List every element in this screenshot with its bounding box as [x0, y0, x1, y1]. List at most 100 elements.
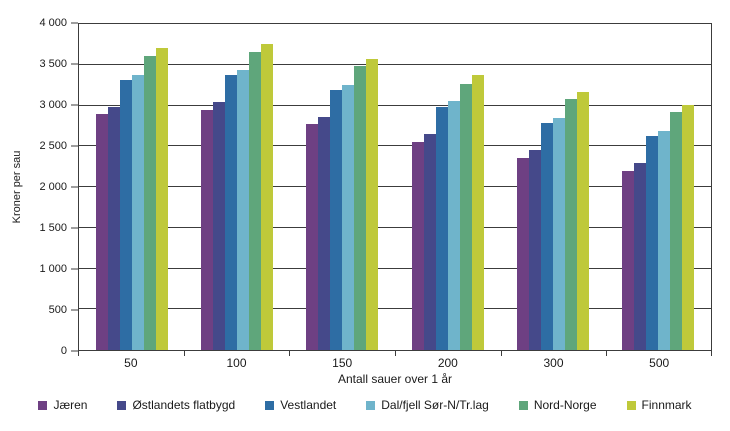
x-category-label-500: 500	[649, 356, 670, 370]
legend-item-finnmark: Finnmark	[626, 398, 692, 412]
y-axis-labels: 0 500 1 000 1 500 2 000 2 500 3 000 3 500 4 000	[0, 17, 67, 357]
bar-finnmark-100	[260, 44, 273, 350]
legend-label: Nord-Norge	[533, 398, 597, 412]
bar-group-150	[290, 24, 395, 350]
y-tick-label-0: 0	[60, 345, 67, 357]
bar-nord-norge-100	[248, 51, 261, 350]
y-tick-mark-7	[71, 63, 78, 65]
x-tick-mark-0	[78, 351, 79, 356]
x-tick-mark-4	[500, 351, 502, 356]
x-axis-ticks	[78, 351, 712, 356]
gridline-2000	[79, 186, 711, 187]
y-tick-mark-4	[71, 186, 78, 188]
legend-label: Jæren	[53, 398, 88, 412]
bar--stlandets-flatbygd-150	[318, 116, 331, 350]
legend-item-vestlandet: Vestlandet	[265, 398, 336, 412]
legend-item-j-ren: Jæren	[38, 398, 87, 412]
bar-group-100	[184, 24, 289, 350]
bar-j-ren-50	[95, 114, 108, 350]
bar-vestlandet-300	[540, 123, 553, 350]
bar--stlandets-flatbygd-100	[212, 102, 225, 350]
gridline-3000	[79, 104, 711, 106]
y-tick-mark-5	[71, 145, 78, 147]
legend-label: Vestlandet	[280, 398, 337, 412]
gridline-2500	[79, 145, 711, 147]
y-tick-label-5: 2 500	[39, 140, 67, 152]
y-tick-mark-6	[71, 104, 78, 106]
y-axis-ticks	[71, 22, 78, 352]
bar-vestlandet-50	[119, 80, 132, 350]
x-axis-labels: 50 100 150 200 300 500	[78, 356, 712, 370]
legend-swatch	[518, 400, 528, 410]
bar--stlandets-flatbygd-50	[107, 107, 120, 350]
y-tick-label-4: 2 000	[39, 181, 67, 193]
bar-nord-norge-200	[459, 83, 472, 350]
legend-item-dal-fjell-s-r-n-tr-lag: Dal/fjell Sør-N/Tr.lag	[366, 398, 489, 412]
bar-group-50	[79, 24, 184, 350]
bar-finnmark-200	[471, 75, 484, 350]
y-tick-label-6: 3 000	[39, 99, 67, 111]
bar-finnmark-50	[155, 48, 168, 350]
bar-nord-norge-50	[143, 55, 156, 350]
y-tick-label-7: 3 500	[39, 58, 67, 70]
bar-groups	[79, 24, 711, 350]
y-tick-label-1: 500	[48, 304, 67, 316]
y-tick-mark-2	[71, 268, 78, 270]
bar-j-ren-150	[306, 124, 319, 350]
x-tick-mark-2	[289, 351, 291, 356]
bar-group-500	[606, 24, 711, 350]
legend-label: Dal/fjell Sør-N/Tr.lag	[381, 398, 489, 412]
legend-swatch	[265, 400, 275, 410]
y-tick-mark-3	[71, 227, 78, 229]
bar-nord-norge-150	[354, 66, 367, 350]
legend-swatch	[626, 400, 636, 410]
bar--stlandets-flatbygd-200	[423, 134, 436, 350]
bar-finnmark-300	[576, 91, 589, 350]
x-tick-mark-6	[711, 351, 712, 356]
x-axis-title: Antall sauer over 1 år	[337, 372, 453, 386]
bar--stlandets-flatbygd-300	[528, 149, 541, 350]
x-category-label-200: 200	[437, 356, 458, 370]
y-tick-mark-1	[71, 309, 78, 311]
bar-vestlandet-200	[435, 107, 448, 350]
bar-j-ren-500	[622, 170, 635, 350]
bar-nord-norge-300	[564, 98, 577, 350]
bar-finnmark-150	[366, 59, 379, 350]
bar-finnmark-500	[682, 104, 695, 350]
bar-vestlandet-500	[646, 136, 659, 350]
bar-j-ren-200	[411, 142, 424, 350]
bar--stlandets-flatbygd-500	[634, 163, 647, 350]
bar-group-300	[500, 24, 605, 350]
y-tick-label-3: 1 500	[39, 222, 67, 234]
x-category-label-100: 100	[226, 356, 247, 370]
y-tick-label-8: 4 000	[39, 17, 67, 29]
bar-dal-fjell-s-r-n-tr-lag-300	[552, 117, 565, 350]
x-category-label-50: 50	[124, 356, 138, 370]
bar-group-200	[395, 24, 500, 350]
y-tick-mark-8	[71, 22, 78, 24]
y-tick-mark-0	[71, 350, 78, 352]
legend-swatch	[366, 400, 376, 410]
plot-area	[78, 23, 712, 351]
bar-dal-fjell-s-r-n-tr-lag-50	[131, 74, 144, 350]
x-category-label-150: 150	[332, 356, 353, 370]
legend-item--stlandets-flatbygd: Østlandets flatbygd	[117, 398, 235, 412]
gridline-1500	[79, 226, 711, 228]
legend-item-nord-norge: Nord-Norge	[518, 398, 597, 412]
x-tick-mark-3	[395, 351, 396, 356]
legend-swatch	[38, 400, 48, 410]
x-tick-mark-5	[606, 351, 608, 356]
x-tick-mark-1	[183, 351, 185, 356]
gridline-3500	[79, 63, 711, 65]
bar-vestlandet-100	[224, 75, 237, 350]
y-tick-label-2: 1 000	[39, 263, 67, 275]
bar-vestlandet-150	[330, 90, 343, 350]
bar-j-ren-100	[200, 109, 213, 350]
legend-swatch	[117, 400, 127, 410]
bar-j-ren-300	[516, 157, 529, 350]
x-category-label-300: 300	[543, 356, 564, 370]
bar-dal-fjell-s-r-n-tr-lag-200	[447, 100, 460, 350]
bar-nord-norge-500	[670, 112, 683, 350]
gridline-500	[79, 308, 711, 310]
